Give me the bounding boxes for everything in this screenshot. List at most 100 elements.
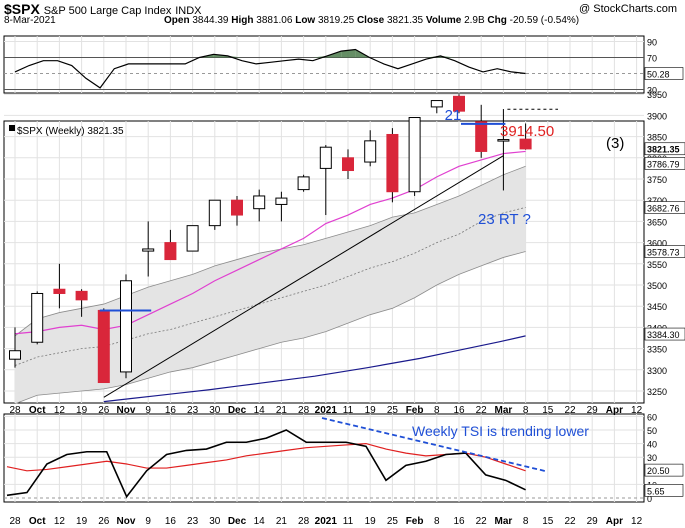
target-label: 3914.50 <box>500 123 554 140</box>
bottom-x-axis-label: 28 <box>9 516 21 527</box>
candle-body <box>519 138 532 150</box>
x-axis-label: Dec <box>228 405 247 416</box>
price-axis-tick: 3600 <box>647 239 667 249</box>
rising-trendline <box>103 155 504 398</box>
candle-body <box>319 146 332 169</box>
tsi-signal-box <box>644 463 684 477</box>
candle-body <box>231 199 243 216</box>
bottom-x-axis-label: Feb <box>406 516 424 527</box>
price-label-box <box>644 245 685 258</box>
tsi-value: 5.65 <box>647 486 665 496</box>
bottom-x-axis-label: 8 <box>434 516 440 527</box>
tsi-line <box>6 429 526 499</box>
price-axis-tick: 3550 <box>647 260 667 270</box>
x-axis-label: 12 <box>631 405 643 416</box>
band-lower-line <box>14 251 526 405</box>
x-axis-label: 16 <box>165 405 177 416</box>
low-value: 3819.25 <box>318 15 355 26</box>
x-axis-label: 28 <box>298 405 310 416</box>
price-label: 3384.30 <box>647 330 680 340</box>
volume-value: 2.9B <box>464 15 485 26</box>
wave-23-label: 23 RT ? <box>478 211 531 228</box>
x-axis-label: 21 <box>276 405 288 416</box>
price-axis-tick: 3900 <box>647 111 667 121</box>
tsi-downtrend-line <box>321 417 546 472</box>
top-axis-tick: 70 <box>647 54 657 64</box>
bottom-x-axis-label: Nov <box>117 516 136 527</box>
bottom-x-axis-label: Dec <box>228 516 247 527</box>
candle-body <box>75 290 88 301</box>
candle-body <box>9 350 21 360</box>
x-axis-label: 19 <box>76 405 88 416</box>
bottom-x-axis-label: 22 <box>564 516 576 527</box>
bottom-x-axis-label: 9 <box>145 516 151 527</box>
symbol-name: S&P 500 Large Cap Index <box>43 5 172 17</box>
bottom-x-axis-label: 16 <box>165 516 177 527</box>
price-axis-tick: 3450 <box>647 302 667 312</box>
volume-label: Volume <box>425 15 462 26</box>
bottom-x-axis-label: Oct <box>29 516 46 527</box>
price-legend: $SPX (Weekly) 3821.35 <box>17 126 124 137</box>
candle-body <box>408 117 421 193</box>
tsi-signal-line <box>6 442 526 472</box>
open-label: Open <box>164 15 190 26</box>
x-axis-label: 23 <box>187 405 199 416</box>
bottom-x-axis-label: Apr <box>606 516 623 527</box>
x-axis-label: 14 <box>254 405 266 416</box>
low-label: Low <box>295 15 316 26</box>
x-axis-label: Oct <box>29 405 46 416</box>
price-axis-tick: 3300 <box>647 366 667 376</box>
candle-body <box>364 140 377 163</box>
candle-body <box>53 288 66 294</box>
x-axis-label: Nov <box>117 405 136 416</box>
bottom-x-axis-label: 19 <box>365 516 377 527</box>
exchange: INDX <box>175 5 202 17</box>
watermark: @ StockCharts.com <box>579 3 677 15</box>
band-mid-line <box>14 207 526 366</box>
candle-body <box>475 121 488 152</box>
candle-body <box>208 199 221 227</box>
candle-body <box>120 280 132 373</box>
bottom-x-axis-label: 2021 <box>315 516 338 527</box>
bottom-x-axis-label: 23 <box>187 516 199 527</box>
price-label-box <box>644 142 685 156</box>
bottom-x-axis-label: 29 <box>587 516 599 527</box>
wave-21-label: 21 <box>445 107 462 124</box>
bottom-x-axis-label: 25 <box>387 516 399 527</box>
price-axis-tick: 3700 <box>647 196 667 206</box>
top-indicator-line <box>14 48 526 89</box>
candle-body <box>342 157 354 172</box>
price-axis-tick: 3650 <box>647 217 667 227</box>
bottom-x-axis-label: 21 <box>276 516 288 527</box>
candle-body <box>275 197 288 205</box>
x-axis-label: 8 <box>523 405 529 416</box>
top-indicator-panel <box>3 35 645 94</box>
price-label: 3786.79 <box>647 159 680 169</box>
tsi-note: Weekly TSI is trending lower <box>412 423 589 439</box>
price-axis-tick: 3950 <box>647 90 667 100</box>
overbought-fill <box>341 49 356 58</box>
x-axis-label: 2021 <box>315 405 338 416</box>
bottom-axis-tick: 50 <box>647 426 657 436</box>
bottom-x-axis-label: 16 <box>453 516 465 527</box>
bottom-x-axis-label: 12 <box>54 516 66 527</box>
open-value: 3844.39 <box>192 15 229 26</box>
x-axis-label: 25 <box>387 405 399 416</box>
envelope-band <box>15 166 526 404</box>
x-axis-label: Apr <box>606 405 623 416</box>
x-axis-label: 16 <box>453 405 465 416</box>
band-upper-line <box>14 165 526 337</box>
symbol: $SPX <box>4 1 40 17</box>
x-axis-label: 12 <box>54 405 66 416</box>
price-label: 3578.73 <box>647 248 680 258</box>
candle-body <box>142 248 155 252</box>
top-value-box <box>644 67 684 80</box>
legend-marker <box>9 125 15 131</box>
candle-body <box>97 309 110 384</box>
chg-label: Chg <box>487 15 507 26</box>
price-label: 3682.76 <box>647 204 680 214</box>
price-axis-tick: 3250 <box>647 387 667 397</box>
bottom-indicator-panel <box>3 413 645 503</box>
